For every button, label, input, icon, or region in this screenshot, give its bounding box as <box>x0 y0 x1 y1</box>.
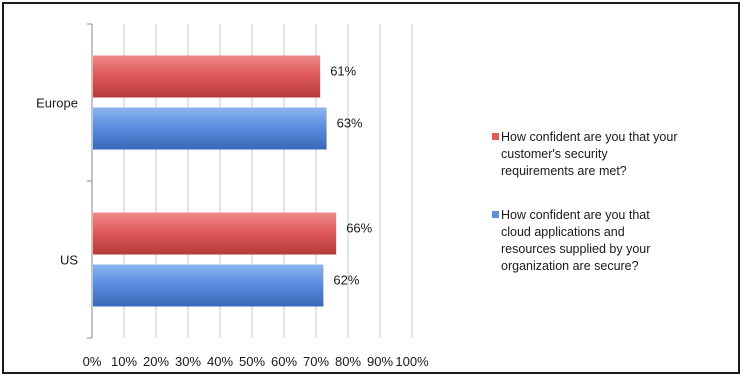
data-label: 66% <box>346 221 372 236</box>
x-tick-label: 30% <box>175 354 201 369</box>
legend-label: resources supplied by your <box>501 242 650 256</box>
labels: 0% 10% 20% 30% 40% 50% 60% 70% 80% 90% 100% Europe 6… <box>36 64 429 370</box>
bar <box>93 212 337 255</box>
legend-label: cloud applications and <box>501 225 625 239</box>
legend: How confident are you that your customer'… <box>492 130 678 273</box>
bar <box>93 264 324 307</box>
legend-swatch <box>492 133 499 140</box>
x-tick-label: 60% <box>271 354 297 369</box>
x-tick-label: 70% <box>303 354 329 369</box>
x-tick-label: 50% <box>239 354 265 369</box>
x-tick-label: 80% <box>335 354 361 369</box>
axes <box>87 23 93 339</box>
data-label: 62% <box>333 273 359 288</box>
category-label: Europe <box>36 96 78 111</box>
legend-label: How confident are you that your <box>501 130 678 144</box>
bars <box>93 55 337 307</box>
legend-label: customer's security <box>501 147 608 161</box>
x-tick-label: 40% <box>207 354 233 369</box>
legend-label: organization are secure? <box>501 259 639 273</box>
x-tick-label: 90% <box>367 354 393 369</box>
bar <box>93 107 327 150</box>
x-tick-label: 0% <box>83 354 102 369</box>
bar <box>93 55 321 98</box>
x-tick-label: 100% <box>395 354 429 369</box>
legend-label: requirements are met? <box>501 164 627 178</box>
chart-frame: 0% 10% 20% 30% 40% 50% 60% 70% 80% 90% 100% Europe 6… <box>2 2 740 374</box>
data-label: 63% <box>337 116 363 131</box>
bar-chart: 0% 10% 20% 30% 40% 50% 60% 70% 80% 90% 100% Europe 6… <box>36 23 678 370</box>
category-label: US <box>60 253 78 268</box>
x-tick-label: 10% <box>111 354 137 369</box>
data-label: 61% <box>330 64 356 79</box>
legend-label: How confident are you that <box>501 208 650 222</box>
legend-swatch <box>492 211 499 218</box>
x-tick-label: 20% <box>143 354 169 369</box>
